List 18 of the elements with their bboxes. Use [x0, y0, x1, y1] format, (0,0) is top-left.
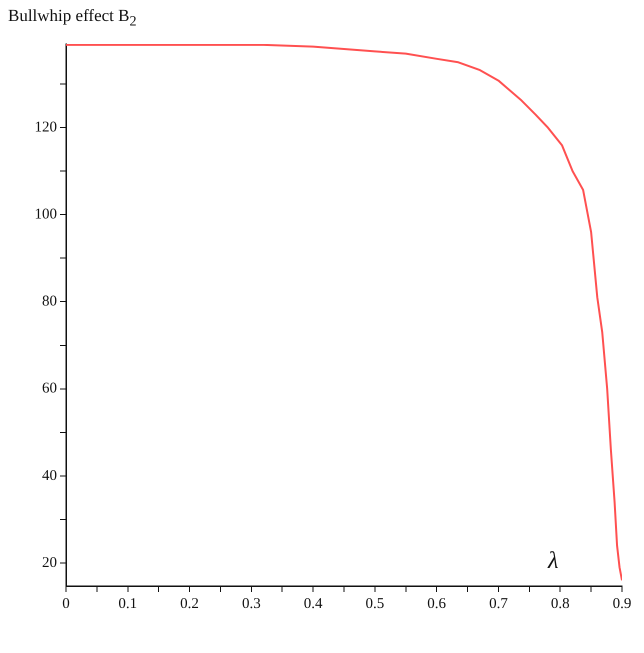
- x-tick-label: 0.9: [612, 596, 632, 612]
- x-tick-label: 0.5: [366, 596, 384, 612]
- x-tick-label: 0.2: [180, 596, 199, 612]
- y-tick-label: 100: [34, 206, 57, 223]
- x-tick-label: 0: [62, 596, 70, 612]
- x-tick-label: 0.4: [304, 596, 323, 612]
- y-tick-label: 80: [42, 294, 57, 310]
- y-tick-label: 40: [42, 468, 57, 484]
- x-tick-label: 0.7: [489, 596, 508, 612]
- x-tick-label: 0.1: [118, 596, 138, 612]
- y-tick-label: 60: [42, 380, 57, 397]
- x-tick-label: 0.6: [427, 596, 447, 612]
- x-tick-label: 0.3: [242, 596, 261, 612]
- y-tick-label: 20: [42, 554, 57, 571]
- x-tick-label: 0.8: [550, 596, 570, 612]
- x-axis-title: λ: [548, 548, 558, 575]
- y-tick-label: 120: [34, 120, 57, 136]
- y-axis-title: Bullwhip effect B$_{2}$: [8, 6, 137, 30]
